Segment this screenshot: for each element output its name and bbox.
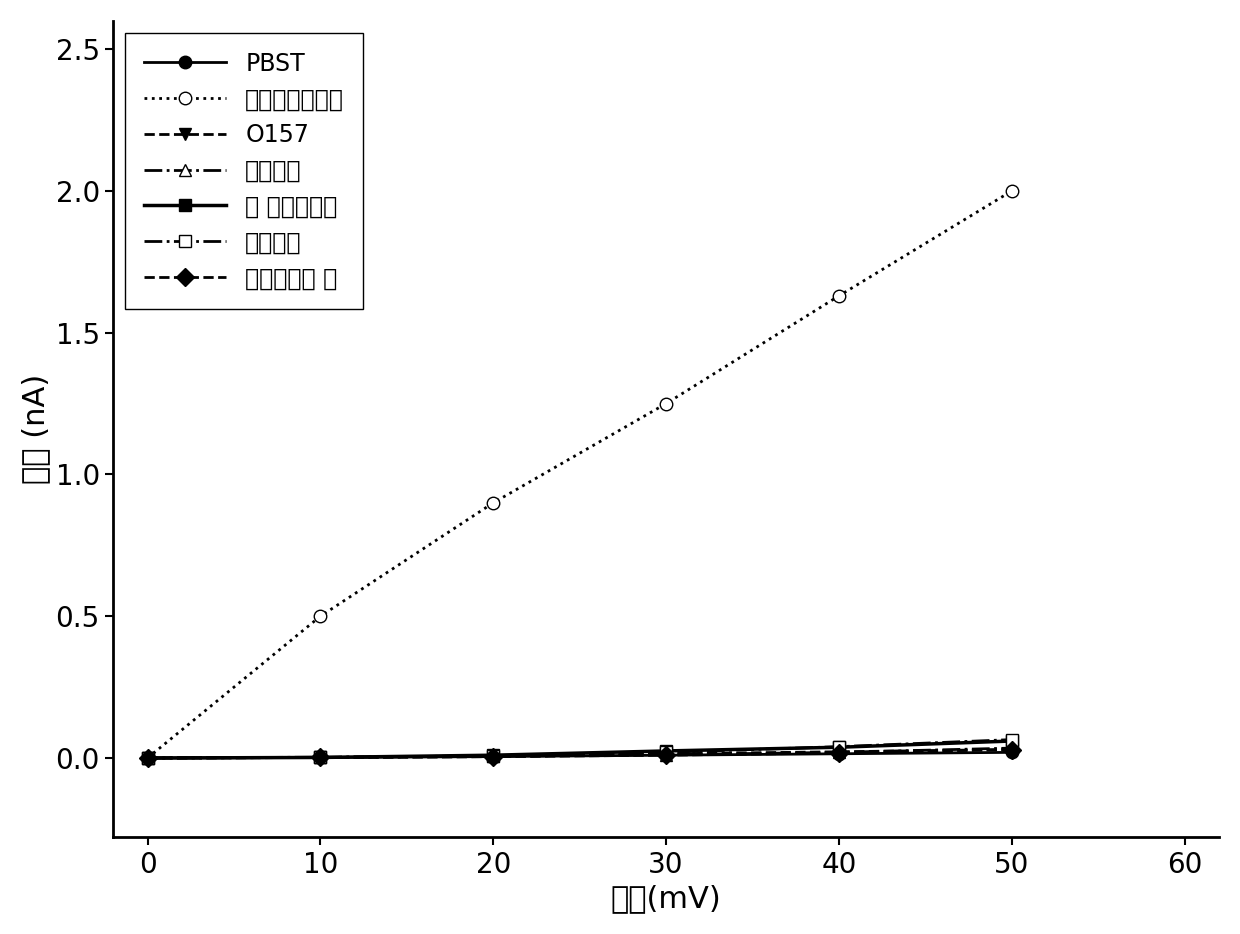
PBST [658,750,673,761]
Line: 金黄色葡萄球菌: 金黄色葡萄球菌 [141,185,1018,764]
铜绻假单胞 菌 [486,751,501,762]
PBST [486,751,501,762]
副 溶血性弧菌 [658,745,673,757]
副 溶血性弧菌 [312,752,327,763]
Line: PBST: PBST [141,746,1018,764]
Line: 副 溶血性弧菌: 副 溶血性弧菌 [141,735,1018,764]
铜绻假单胞 菌 [832,747,847,758]
O157 [486,751,501,762]
金黄色葡萄球菌 [486,497,501,508]
Legend: PBST, 金黄色葡萄球菌, O157, 沙门氏菌, 副 溶血性弧菌, 志贺氏菌, 铜绻假单胞 菌: PBST, 金黄色葡萄球菌, O157, 沙门氏菌, 副 溶血性弧菌, 志贺氏菌… [125,33,363,309]
O157 [832,746,847,757]
沙门氏菌 [832,747,847,758]
Line: 志贺氏菌: 志贺氏菌 [141,733,1018,764]
Y-axis label: 电流 (nA): 电流 (nA) [21,374,50,484]
X-axis label: 电压(mV): 电压(mV) [610,884,722,913]
O157 [140,753,155,764]
金黄色葡萄球菌 [1004,185,1019,196]
铜绻假单胞 菌 [1004,743,1019,755]
铜绻假单胞 菌 [312,752,327,763]
沙门氏菌 [486,751,501,762]
PBST [832,748,847,759]
Line: O157: O157 [141,743,1018,764]
O157 [312,752,327,763]
Line: 沙门氏菌: 沙门氏菌 [141,742,1018,764]
O157 [1004,743,1019,755]
沙门氏菌 [312,752,327,763]
志贺氏菌 [140,753,155,764]
副 溶血性弧菌 [832,742,847,753]
PBST [1004,747,1019,758]
副 溶血性弧菌 [486,750,501,761]
O157 [658,748,673,759]
志贺氏菌 [1004,734,1019,745]
金黄色葡萄球菌 [140,753,155,764]
副 溶血性弧菌 [1004,735,1019,746]
志贺氏菌 [658,747,673,758]
沙门氏菌 [1004,743,1019,754]
PBST [312,752,327,763]
沙门氏菌 [658,749,673,760]
铜绻假单胞 菌 [658,750,673,761]
金黄色葡萄球菌 [312,611,327,622]
Line: 铜绻假单胞 菌: 铜绻假单胞 菌 [141,743,1018,764]
志贺氏菌 [832,741,847,752]
志贺氏菌 [486,750,501,761]
铜绻假单胞 菌 [140,753,155,764]
沙门氏菌 [140,753,155,764]
副 溶血性弧菌 [140,753,155,764]
金黄色葡萄球菌 [658,398,673,409]
金黄色葡萄球菌 [832,290,847,302]
志贺氏菌 [312,752,327,763]
PBST [140,753,155,764]
